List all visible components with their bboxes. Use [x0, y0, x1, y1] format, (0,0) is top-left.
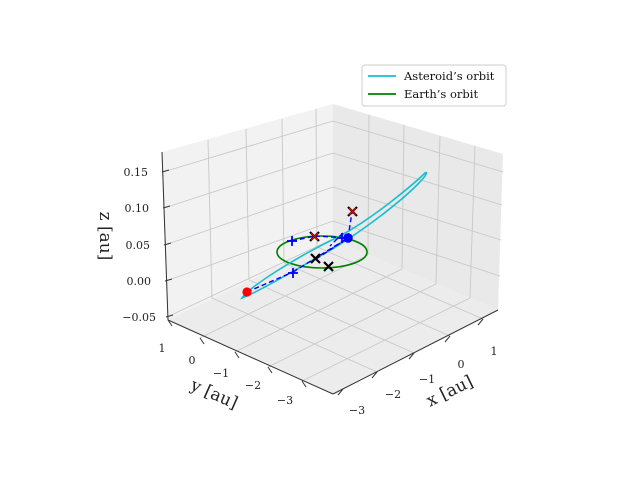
z-tick-label: 0.10 — [125, 202, 150, 215]
axis-lines — [161, 151, 499, 395]
z-axis-label: z [au] — [95, 212, 115, 261]
y-tick-labels: 1 0 −1 −2 −3 — [159, 342, 294, 407]
x-tick-label: 1 — [491, 345, 498, 358]
black-x-marker — [323, 261, 334, 272]
z-tick-label: −0.05 — [122, 311, 156, 324]
y-tick-label: −3 — [277, 394, 293, 407]
y-axis-line — [167, 319, 334, 395]
red-x-markers — [310, 207, 357, 241]
legend-earth-label: Earth’s orbit — [404, 87, 478, 101]
tick-marks — [161, 169, 484, 396]
red-x-marker — [348, 207, 357, 216]
z-tick-label: 0.00 — [127, 275, 152, 288]
y-tick-label: −1 — [213, 367, 229, 380]
red-dot-marker — [242, 287, 252, 297]
blue-plus-marker — [287, 236, 297, 246]
z-axis-line — [161, 151, 169, 321]
y-tick-label: 1 — [159, 342, 166, 355]
y-axis-label: y [au] — [187, 375, 241, 414]
legend-asteroid-label: Asteroid’s orbit — [403, 69, 495, 83]
x-tick-labels: −3 −2 −1 0 1 — [349, 345, 498, 417]
plot-area — [239, 171, 428, 300]
legend-box — [361, 64, 507, 107]
x-tick-label: −1 — [419, 373, 435, 386]
black-x-marker — [310, 253, 321, 264]
earth-orbit-line — [276, 235, 368, 269]
x-tick-label: −3 — [349, 404, 365, 417]
x-tick-label: 0 — [458, 358, 465, 371]
grid-lines — [161, 108, 504, 382]
z-tick-label: 0.15 — [124, 166, 149, 179]
x-axis-line — [332, 309, 499, 395]
y-tick-label: −2 — [245, 379, 261, 392]
y-tick-label: 0 — [189, 354, 196, 367]
z-tick-labels: 0.15 0.10 0.05 0.00 −0.05 — [122, 166, 156, 324]
x-tick-label: −2 — [385, 388, 401, 401]
blue-dot-marker — [343, 233, 353, 243]
right-pane — [333, 104, 503, 310]
z-tick-label: 0.05 — [126, 239, 151, 252]
legend: Asteroid’s orbit Earth’s orbit — [361, 64, 507, 107]
blue-plus-marker — [288, 268, 298, 278]
red-x-marker — [310, 232, 319, 241]
